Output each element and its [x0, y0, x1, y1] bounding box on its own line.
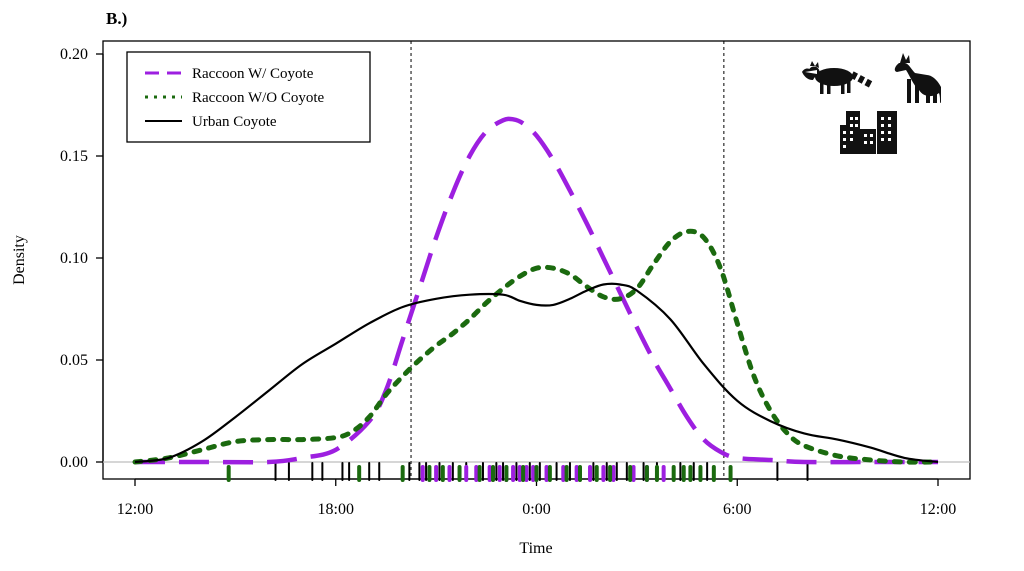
- city-buildings-icon: [840, 111, 897, 154]
- x-tick-label: 6:00: [723, 501, 751, 518]
- legend: Raccoon W/ Coyote Raccoon W/O Coyote Urb…: [126, 51, 371, 143]
- y-tick-label: 0.15: [60, 148, 88, 165]
- x-axis-title: Time: [519, 540, 552, 557]
- series-line-raccoon-w-coyote: [135, 116, 938, 465]
- density-curves: [132, 116, 941, 465]
- x-tick-label: 12:00: [920, 501, 956, 518]
- y-axis-title: Density: [11, 235, 28, 285]
- y-tick-label: 0.00: [60, 454, 88, 471]
- legend-label-raccoon-with-coyote: Raccoon W/ Coyote: [192, 66, 314, 82]
- y-tick-label: 0.20: [60, 46, 88, 63]
- panel-label: B.): [106, 9, 127, 28]
- legend-label-urban-coyote: Urban Coyote: [192, 114, 277, 130]
- x-tick-label: 18:00: [318, 501, 354, 518]
- legend-box: [126, 51, 371, 143]
- x-axis: 12:00 18:00 0:00 6:00 12:00: [117, 478, 956, 518]
- legend-label-raccoon-without-coyote: Raccoon W/O Coyote: [192, 90, 325, 106]
- raccoon-icon: [802, 61, 873, 94]
- reference-lines: [410, 41, 725, 479]
- y-tick-label: 0.10: [60, 250, 88, 267]
- y-tick-label: 0.05: [60, 352, 88, 369]
- rug-marks: [226, 462, 809, 482]
- series-line-urban-coyote: [134, 282, 939, 464]
- coyote-icon: [894, 53, 941, 103]
- y-axis: 0.00 0.05 0.10 0.15 0.20: [60, 46, 104, 471]
- x-tick-label: 12:00: [117, 501, 153, 518]
- series-line-raccoon-w-o-coyote: [132, 228, 941, 465]
- x-tick-label: 0:00: [522, 501, 550, 518]
